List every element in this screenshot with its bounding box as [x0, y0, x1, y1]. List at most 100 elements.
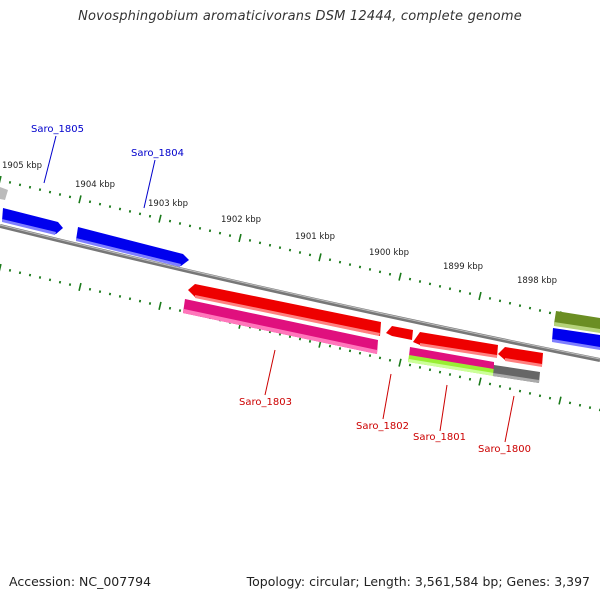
leader-line-saro-1803	[264, 349, 276, 396]
inner-ring-major-tick	[158, 301, 162, 310]
gene-arrow-saro-1804[interactable]	[76, 227, 189, 266]
outer-ring-minor-tick	[308, 253, 312, 257]
outer-ring-minor-tick	[328, 258, 332, 262]
inner-ring-minor-tick	[408, 363, 412, 367]
scale-label-1903: 1903 kbp	[148, 199, 188, 209]
inner-ring-major-tick	[478, 377, 482, 386]
outer-ring-minor-tick	[88, 200, 92, 204]
outer-ring-minor-tick	[548, 311, 552, 315]
gene-arrow-saro-1802[interactable]	[386, 326, 413, 340]
gene-arrow-saro-1805[interactable]	[2, 208, 63, 234]
scale-label-1904: 1904 kbp	[75, 180, 115, 190]
inner-ring-minor-tick	[128, 297, 132, 301]
outer-ring-minor-tick	[298, 251, 302, 254]
inner-ring-minor-tick	[578, 403, 582, 407]
accession-text: Accession: NC_007794	[9, 574, 152, 589]
inner-ring-minor-tick	[548, 396, 552, 400]
outer-ring-minor-tick	[448, 287, 452, 291]
inner-ring-minor-tick	[138, 299, 142, 303]
outer-ring-major-tick	[318, 253, 322, 262]
inner-ring-major-tick	[0, 263, 2, 272]
gene-label-saro-1802[interactable]: Saro_1802	[356, 421, 409, 432]
cds-bar-saro-1803-shade	[183, 309, 377, 354]
inner-ring-minor-tick	[148, 302, 152, 305]
gene-label-saro-1804[interactable]: Saro_1804	[131, 148, 184, 159]
inner-ring-minor-tick	[98, 290, 102, 294]
feature-grey-saro-1800-shade	[493, 373, 539, 383]
outer-ring-minor-tick	[518, 304, 522, 308]
outer-ring-minor-tick	[358, 265, 362, 269]
inner-ring-minor-tick	[498, 384, 502, 388]
scale-label-1898: 1898 kbp	[517, 276, 557, 286]
inner-ring-minor-tick	[378, 356, 382, 360]
outer-ring-minor-tick	[538, 309, 542, 312]
inner-ring-minor-tick	[518, 389, 522, 393]
inner-ring-minor-tick	[468, 377, 472, 381]
inner-ring-minor-tick	[68, 283, 72, 286]
cds-bar-saro-1801[interactable]	[409, 347, 494, 370]
inner-ring-minor-tick	[58, 280, 62, 284]
outer-scale-ring	[0, 175, 600, 327]
gene-arrow-saro-1800[interactable]	[498, 347, 543, 366]
outer-ring-minor-tick	[428, 282, 432, 286]
rna-bar-saro-1801-shade	[408, 359, 494, 376]
outer-ring-minor-tick	[68, 195, 72, 199]
outer-ring-minor-tick	[348, 263, 352, 266]
feature-blue-right[interactable]	[552, 328, 600, 349]
gene-label-saro-1801[interactable]: Saro_1801	[413, 432, 466, 443]
inner-ring-minor-tick	[368, 354, 372, 357]
inner-ring-minor-tick	[508, 387, 512, 391]
outer-ring-major-tick	[238, 233, 242, 243]
scale-label-1901: 1901 kbp	[295, 232, 335, 242]
outer-ring-minor-tick	[98, 202, 102, 206]
outer-ring-minor-tick	[438, 284, 442, 288]
outer-ring-minor-tick	[218, 231, 222, 235]
inner-ring-minor-tick	[8, 268, 12, 272]
inner-ring-minor-tick	[88, 287, 92, 291]
outer-ring-minor-tick	[488, 297, 492, 300]
gene-arrow-saro-1801-shade	[420, 343, 497, 358]
inner-ring-minor-tick	[418, 366, 422, 369]
inner-ring-minor-tick	[448, 373, 452, 376]
scale-label-1902: 1902 kbp	[221, 215, 261, 225]
feature-blue-right-shade	[552, 339, 600, 350]
outer-ring-minor-tick	[148, 214, 152, 218]
feature-olive-right-shade	[554, 322, 600, 333]
leader-line-saro-1804	[143, 159, 156, 209]
inner-ring-minor-tick	[348, 349, 352, 353]
outer-ring-major-tick	[478, 291, 482, 301]
gene-label-saro-1803[interactable]: Saro_1803	[239, 397, 292, 408]
gene-arrow-saro-1800-shade	[505, 358, 542, 367]
inner-ring-major-tick	[558, 396, 562, 405]
gene-arrow-saro-1801[interactable]	[413, 332, 498, 357]
outer-ring-minor-tick	[128, 210, 132, 213]
feature-grey-left[interactable]	[0, 187, 8, 200]
outer-ring-minor-tick	[138, 212, 142, 216]
outer-ring-minor-tick	[178, 222, 182, 225]
inner-ring-minor-tick	[38, 276, 42, 279]
inner-ring-minor-tick	[338, 347, 342, 350]
outer-ring-minor-tick	[418, 280, 422, 283]
outer-ring-minor-tick	[8, 181, 12, 184]
gene-arrow-saro-1803[interactable]	[188, 284, 381, 336]
feature-olive-right[interactable]	[554, 311, 600, 331]
gene-label-saro-1805[interactable]: Saro_1805	[31, 124, 84, 135]
outer-ring-minor-tick	[28, 185, 32, 189]
inner-ring-minor-tick	[108, 292, 112, 296]
leader-line-saro-1801	[439, 384, 448, 432]
inner-ring-minor-tick	[48, 278, 52, 282]
scale-label-1899: 1899 kbp	[443, 262, 483, 272]
outer-ring-minor-tick	[468, 292, 472, 295]
outer-ring-minor-tick	[368, 268, 372, 271]
inner-ring-minor-tick	[328, 344, 332, 348]
outer-ring-minor-tick	[508, 301, 512, 305]
outer-ring-major-tick	[158, 214, 162, 223]
inner-ring-minor-tick	[358, 351, 362, 355]
outer-ring-minor-tick	[528, 306, 532, 310]
inner-scale-ring	[0, 263, 600, 412]
gene-label-saro-1800[interactable]: Saro_1800	[478, 444, 531, 455]
inner-ring-minor-tick	[308, 339, 312, 343]
outer-ring-major-tick	[78, 195, 82, 204]
